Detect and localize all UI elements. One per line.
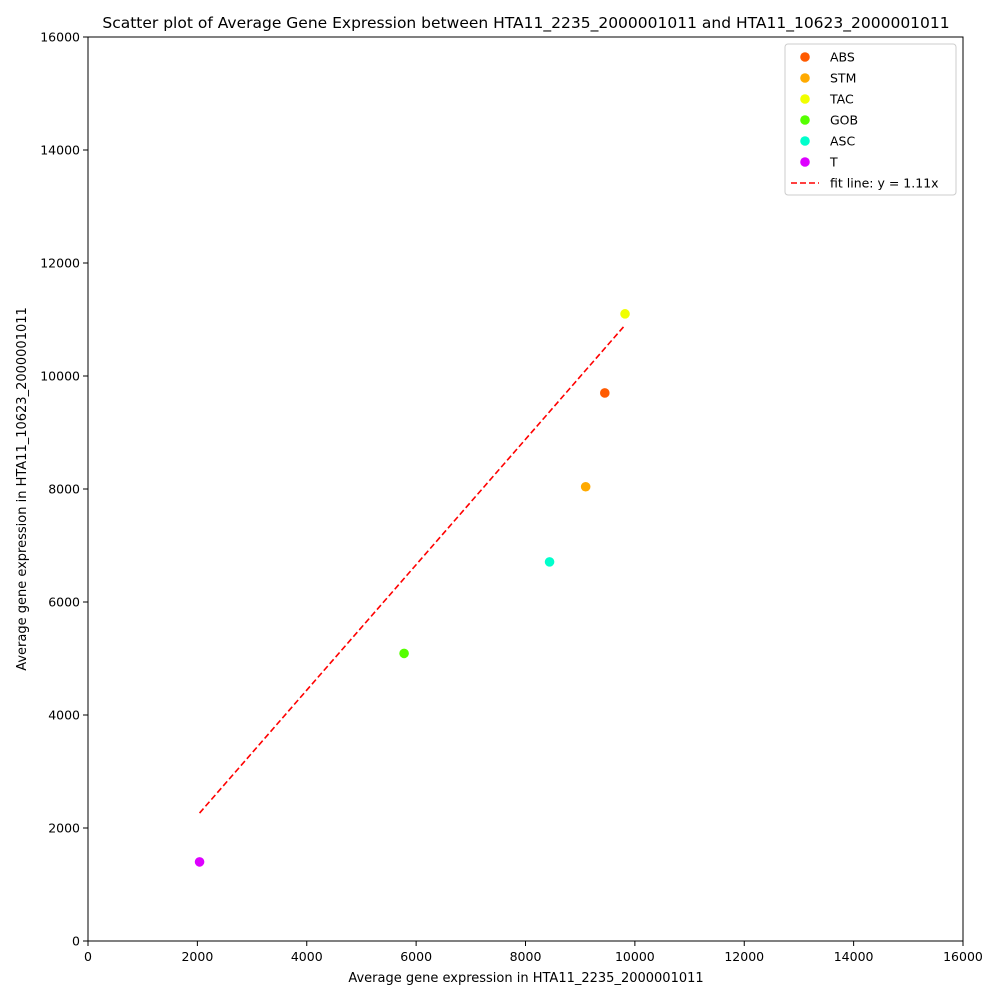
y-tick-label: 4000	[48, 708, 80, 723]
legend-label: GOB	[830, 113, 858, 128]
x-axis-ticks: 0 2000 4000 6000 8000 10000 12000 14000 16000	[84, 941, 983, 964]
legend-marker-tac	[800, 94, 810, 104]
chart-title: Scatter plot of Average Gene Expression …	[102, 14, 949, 33]
legend-label: TAC	[829, 92, 854, 107]
y-tick-label: 16000	[40, 30, 80, 45]
point-abs	[599, 388, 610, 398]
x-axis-label: Average gene expression in HTA11_2235_20…	[348, 971, 703, 986]
legend-label: STM	[830, 71, 856, 86]
legend-marker-asc	[800, 136, 810, 146]
x-tick-label: 8000	[510, 949, 542, 964]
x-tick-label: 6000	[400, 949, 432, 964]
y-tick-label: 6000	[48, 595, 80, 610]
legend-label: T	[829, 155, 838, 170]
legend-label-fit-line: fit line: y = 1.11x	[830, 176, 939, 191]
x-tick-label: 16000	[943, 949, 983, 964]
point-stm	[580, 481, 591, 492]
legend-marker-t	[800, 157, 810, 167]
legend-marker-gob	[800, 115, 810, 125]
legend-label: ASC	[830, 134, 855, 149]
point-tac	[620, 309, 630, 319]
point-gob	[399, 648, 409, 659]
y-tick-label: 10000	[40, 369, 80, 384]
legend-marker-stm	[800, 73, 810, 83]
data-points	[194, 309, 630, 867]
x-tick-label: 10000	[615, 949, 655, 964]
legend-marker-abs	[800, 52, 810, 62]
legend-box	[784, 43, 957, 196]
legend-label: ABS	[830, 50, 855, 65]
x-tick-label: 0	[84, 949, 92, 964]
x-tick-label: 4000	[291, 949, 323, 964]
y-tick-label: 8000	[48, 482, 80, 497]
y-tick-label: 12000	[40, 256, 80, 271]
y-axis-ticks: 0 2000 4000 6000 8000 10000 12000 14000 16000	[40, 30, 88, 949]
x-tick-label: 2000	[181, 949, 213, 964]
point-asc	[544, 557, 555, 567]
x-tick-label: 12000	[724, 949, 764, 964]
y-axis-label: Average gene expression in HTA11_10623_2…	[15, 307, 30, 671]
y-tick-label: 2000	[48, 821, 80, 836]
y-tick-label: 14000	[40, 143, 80, 158]
x-tick-label: 14000	[834, 949, 874, 964]
point-t	[194, 857, 205, 867]
y-tick-label: 0	[72, 934, 80, 949]
